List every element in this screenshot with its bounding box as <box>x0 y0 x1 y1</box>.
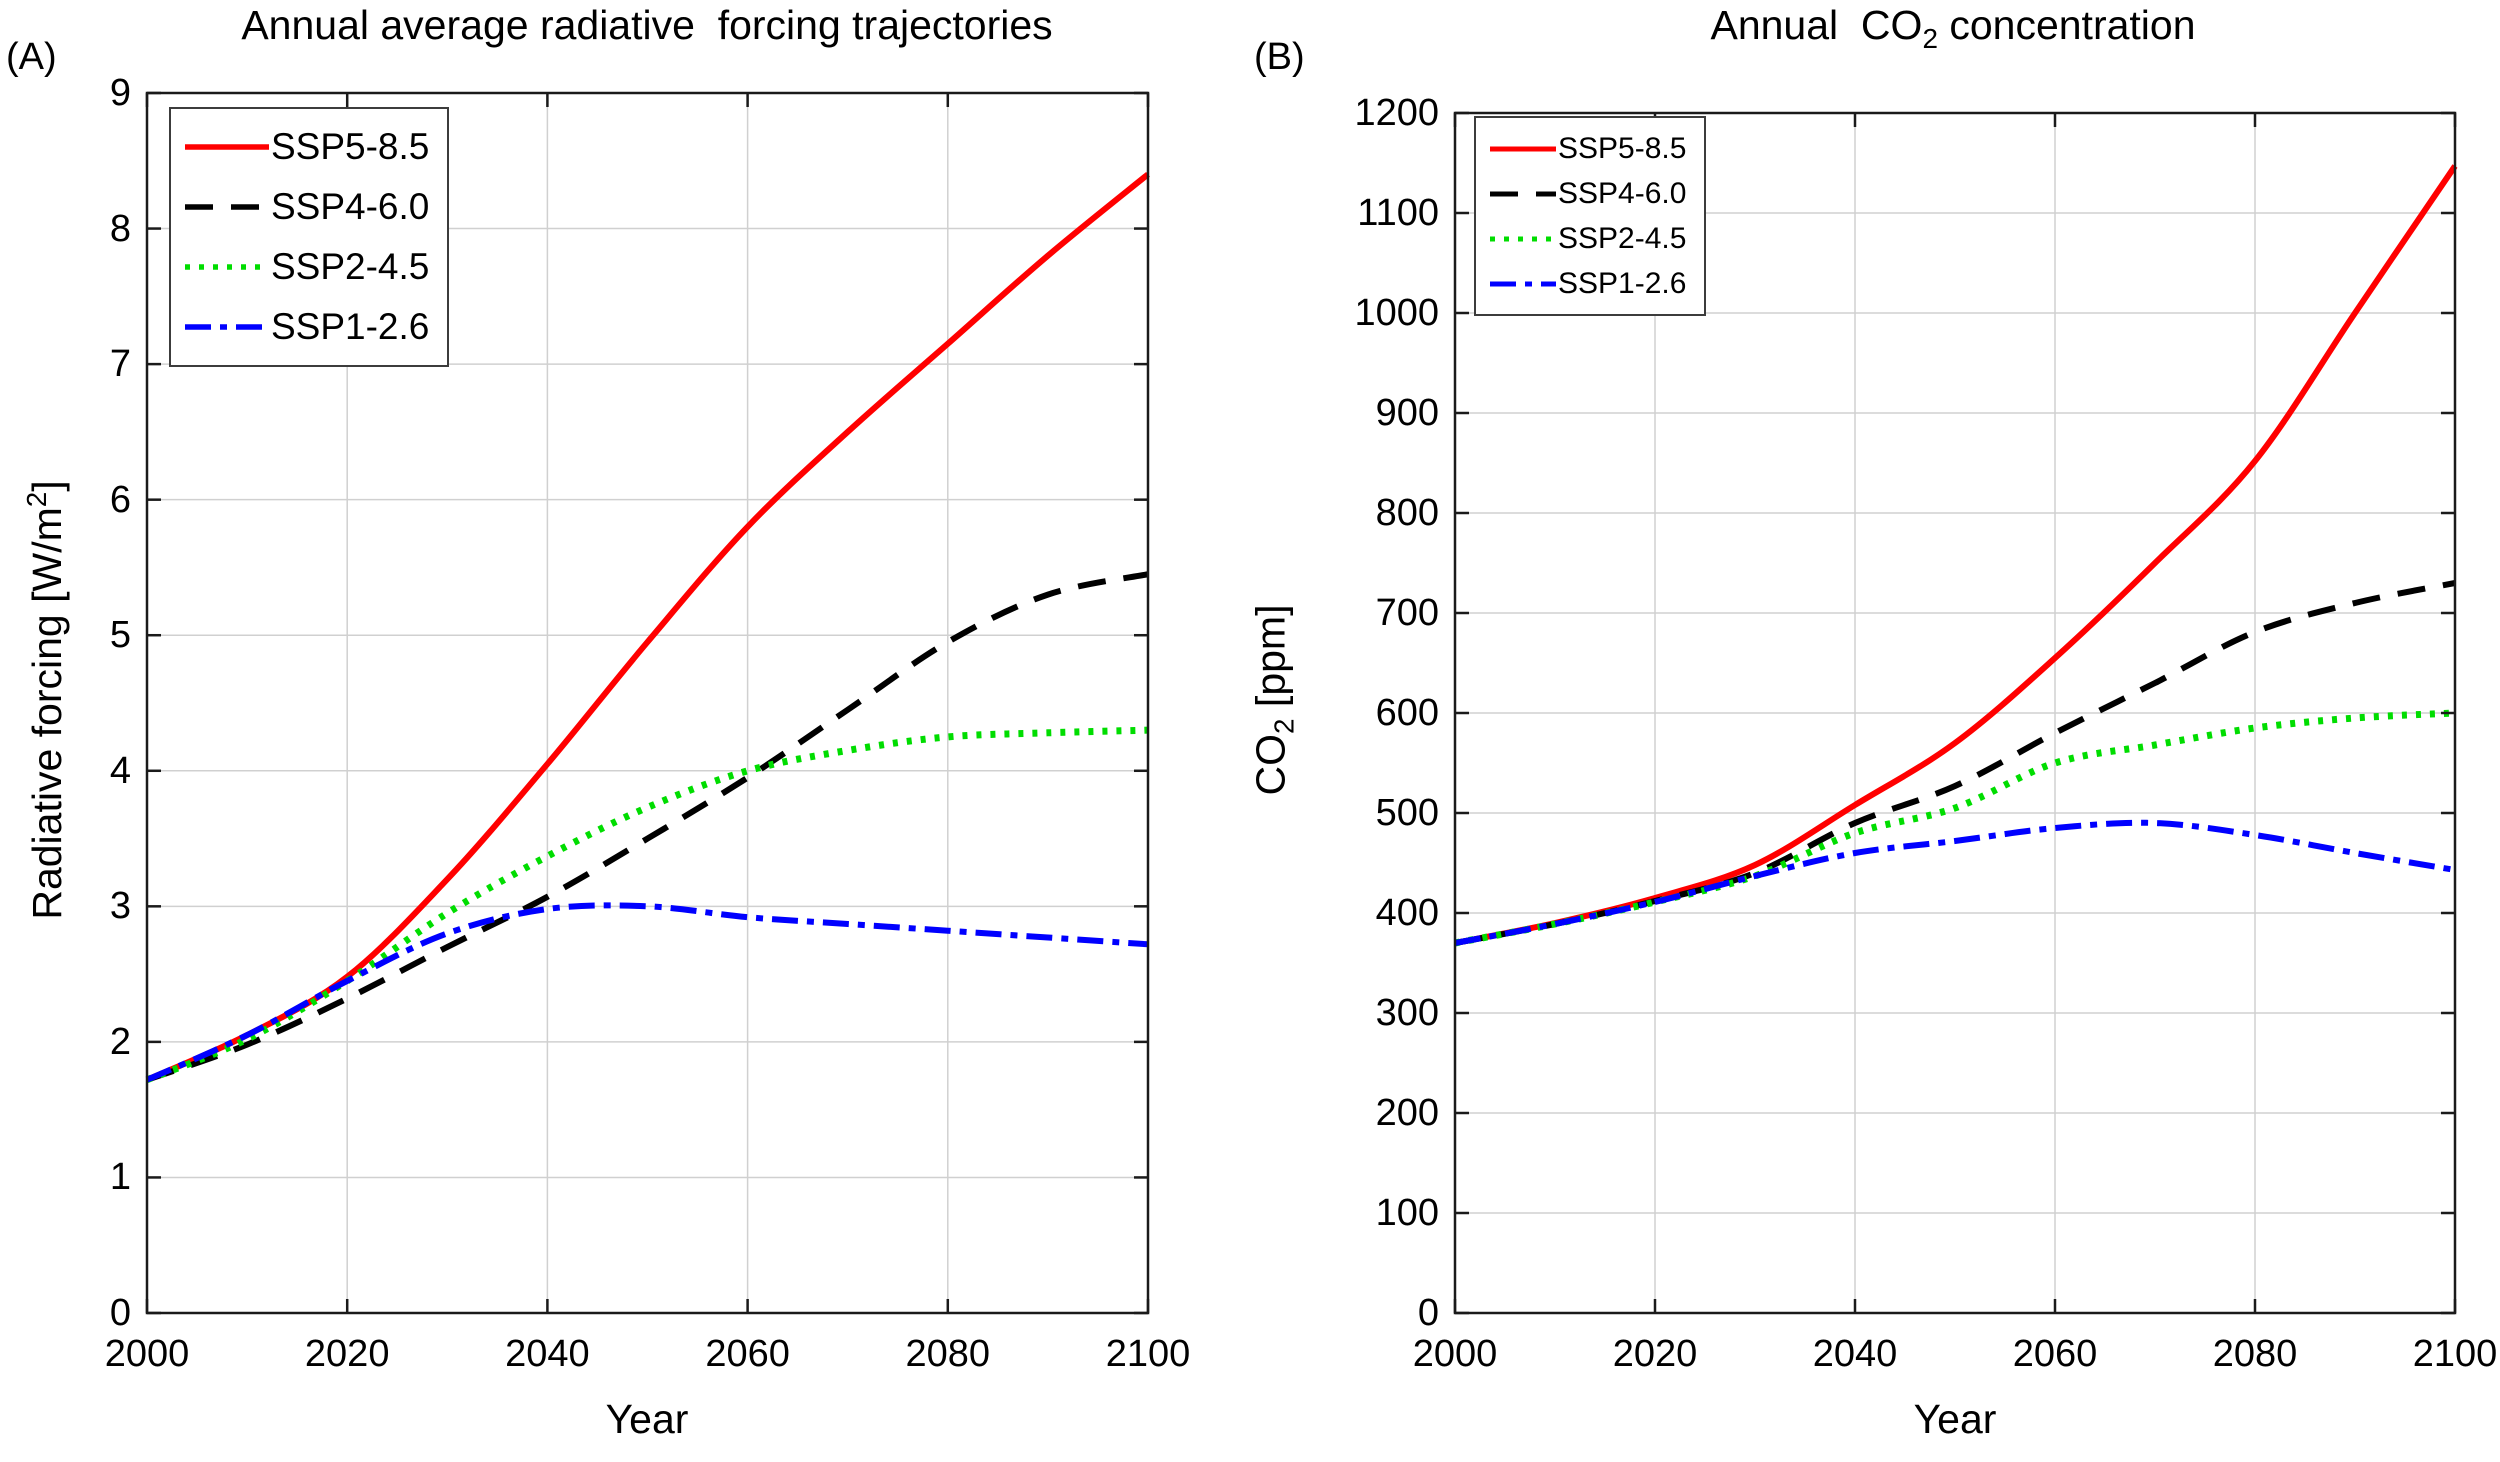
y-tick-label: 0 <box>109 1292 131 1334</box>
y-tick-label: 700 <box>1375 592 1439 634</box>
series-line-ssp4-6.0 <box>1454 580 2456 946</box>
legend-label: SSP5-8.5 <box>1558 131 1687 165</box>
legend-line-sample <box>185 204 269 210</box>
legend-item-ssp5-8.5: SSP5-8.5 <box>1488 126 1686 171</box>
x-tick-label: 2020 <box>1612 1333 1698 1375</box>
y-tick-label: 300 <box>1375 992 1439 1034</box>
panel-b-y-axis-label: CO2 [ppm] <box>1247 604 1300 796</box>
legend-item-ssp1-2.6: SSP1-2.6 <box>183 297 429 357</box>
panel-a-y-axis-label: Radiative forcing [W/m2] <box>21 480 70 920</box>
legend-label: SSP4-6.0 <box>1558 176 1687 210</box>
y-tick-label: 1000 <box>1354 292 1439 334</box>
y-tick-label: 800 <box>1375 492 1439 534</box>
y-tick-label: 1200 <box>1354 92 1439 134</box>
panel-b-x-axis-label: Year <box>1913 1396 1997 1442</box>
legend-line-sample <box>185 264 269 270</box>
y-tick-label: 100 <box>1375 1192 1439 1234</box>
series-line-ssp4-6.0 <box>146 571 1149 1083</box>
series-line-ssp2-4.5 <box>1454 709 2456 947</box>
panel-b-legend: SSP5-8.5 SSP4-6.0 SSP2-4.5 SSP1-2.6 <box>1474 116 1707 316</box>
x-tick-label: 2040 <box>505 1333 590 1375</box>
legend-item-ssp4-6.0: SSP4-6.0 <box>1488 171 1686 216</box>
y-tick-label: 6 <box>109 478 131 521</box>
legend-line-sample <box>1490 281 1556 286</box>
y-tick-label: 7 <box>109 343 131 386</box>
legend-label: SSP2-4.5 <box>271 246 430 287</box>
legend-label: SSP2-4.5 <box>1558 221 1687 255</box>
y-tick-label: 0 <box>1417 1292 1439 1334</box>
x-tick-label: 2100 <box>2412 1333 2498 1375</box>
y-tick-label: 400 <box>1375 892 1439 934</box>
y-tick-label: 9 <box>109 72 131 114</box>
y-tick-label: 200 <box>1375 1092 1439 1134</box>
panel-a-x-axis-label: Year <box>605 1396 689 1442</box>
legend-line-sample <box>1490 191 1556 196</box>
panel-a-legend: SSP5-8.5 SSP4-6.0 SSP2-4.5 SSP1-2.6 <box>169 107 450 367</box>
legend-item-ssp1-2.6: SSP1-2.6 <box>1488 261 1686 306</box>
plot-frame <box>145 91 1150 1315</box>
legend-label: SSP5-8.5 <box>271 126 430 167</box>
legend-line-sample <box>185 324 269 330</box>
x-tick-label: 2040 <box>1812 1333 1898 1375</box>
legend-item-ssp2-4.5: SSP2-4.5 <box>183 237 429 297</box>
panel-b-corner-label: (B) <box>1254 36 1305 78</box>
legend-line-sample <box>185 144 269 150</box>
x-tick-label: 2060 <box>2012 1333 2098 1375</box>
legend-label: SSP4-6.0 <box>271 186 430 227</box>
legend-item-ssp4-6.0: SSP4-6.0 <box>183 177 429 237</box>
x-tick-label: 2100 <box>1105 1333 1191 1375</box>
legend-label: SSP1-2.6 <box>271 306 430 347</box>
legend-label: SSP1-2.6 <box>1558 266 1687 300</box>
series-line-ssp1-2.6 <box>145 902 1149 1083</box>
y-tick-label: 4 <box>109 749 131 792</box>
legend-line-sample <box>1490 236 1556 241</box>
x-tick-label: 2060 <box>705 1333 790 1375</box>
y-tick-label: 1100 <box>1357 192 1439 234</box>
y-tick-label: 2 <box>109 1020 131 1063</box>
y-tick-label: 600 <box>1375 692 1439 734</box>
legend-item-ssp5-8.5: SSP5-8.5 <box>183 117 429 177</box>
x-tick-label: 2080 <box>2212 1333 2298 1375</box>
series-line-ssp1-2.6 <box>1454 819 2456 946</box>
x-tick-label: 2000 <box>1412 1333 1498 1375</box>
panel-a-title: Annual average radiative forcing traject… <box>241 2 1053 48</box>
legend-item-ssp2-4.5: SSP2-4.5 <box>1488 216 1686 261</box>
y-tick-label: 5 <box>109 614 131 657</box>
co2-subscript: 2 <box>1268 718 1300 734</box>
y-tick-label: 900 <box>1375 392 1439 434</box>
legend-line-sample <box>1490 146 1556 151</box>
panel-a-corner-label: (A) <box>6 36 57 78</box>
x-tick-label: 2080 <box>905 1333 991 1375</box>
co2-subscript: 2 <box>1922 23 1938 55</box>
panel-b-title: Annual CO2 concentration <box>1710 2 2196 55</box>
series-line-ssp2-4.5 <box>145 726 1149 1084</box>
y-tick-label: 500 <box>1375 792 1439 834</box>
y-tick-label: 3 <box>109 885 131 928</box>
x-tick-label: 2020 <box>304 1333 390 1375</box>
y-tick-label: 8 <box>109 207 131 250</box>
y-tick-label: 1 <box>109 1156 131 1199</box>
x-tick-label: 2000 <box>104 1333 190 1375</box>
